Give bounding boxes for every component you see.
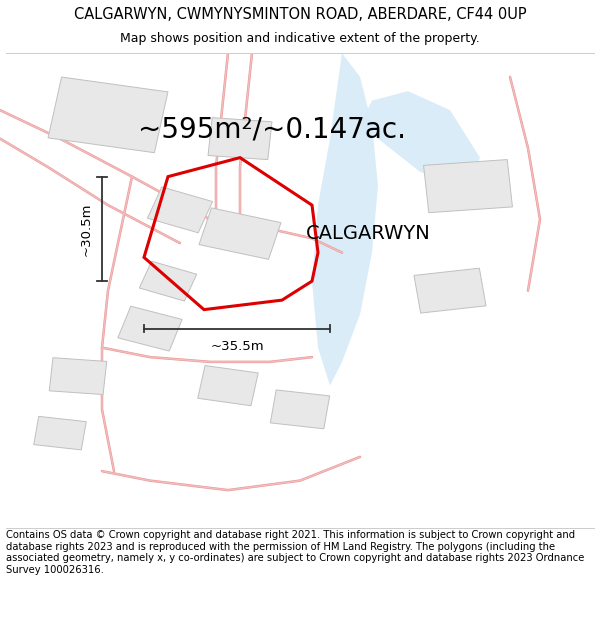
Polygon shape	[48, 77, 168, 152]
Text: Map shows position and indicative extent of the property.: Map shows position and indicative extent…	[120, 32, 480, 45]
Text: CALGARWYN, CWMYNYSMINTON ROAD, ABERDARE, CF44 0UP: CALGARWYN, CWMYNYSMINTON ROAD, ABERDARE,…	[74, 8, 526, 22]
Polygon shape	[198, 366, 258, 406]
Polygon shape	[424, 159, 512, 212]
Polygon shape	[34, 416, 86, 450]
Polygon shape	[118, 306, 182, 351]
Polygon shape	[271, 390, 329, 429]
Polygon shape	[49, 357, 107, 394]
Text: Contains OS data © Crown copyright and database right 2021. This information is : Contains OS data © Crown copyright and d…	[6, 530, 584, 575]
Polygon shape	[312, 53, 378, 386]
Polygon shape	[360, 91, 480, 186]
Text: ~595m²/~0.147ac.: ~595m²/~0.147ac.	[138, 115, 406, 143]
Polygon shape	[199, 208, 281, 259]
Text: ~30.5m: ~30.5m	[80, 202, 93, 256]
Polygon shape	[208, 118, 272, 159]
Polygon shape	[148, 187, 212, 232]
Text: ~35.5m: ~35.5m	[210, 341, 264, 354]
Polygon shape	[414, 268, 486, 313]
Text: CALGARWYN: CALGARWYN	[306, 224, 431, 243]
Polygon shape	[139, 261, 197, 301]
